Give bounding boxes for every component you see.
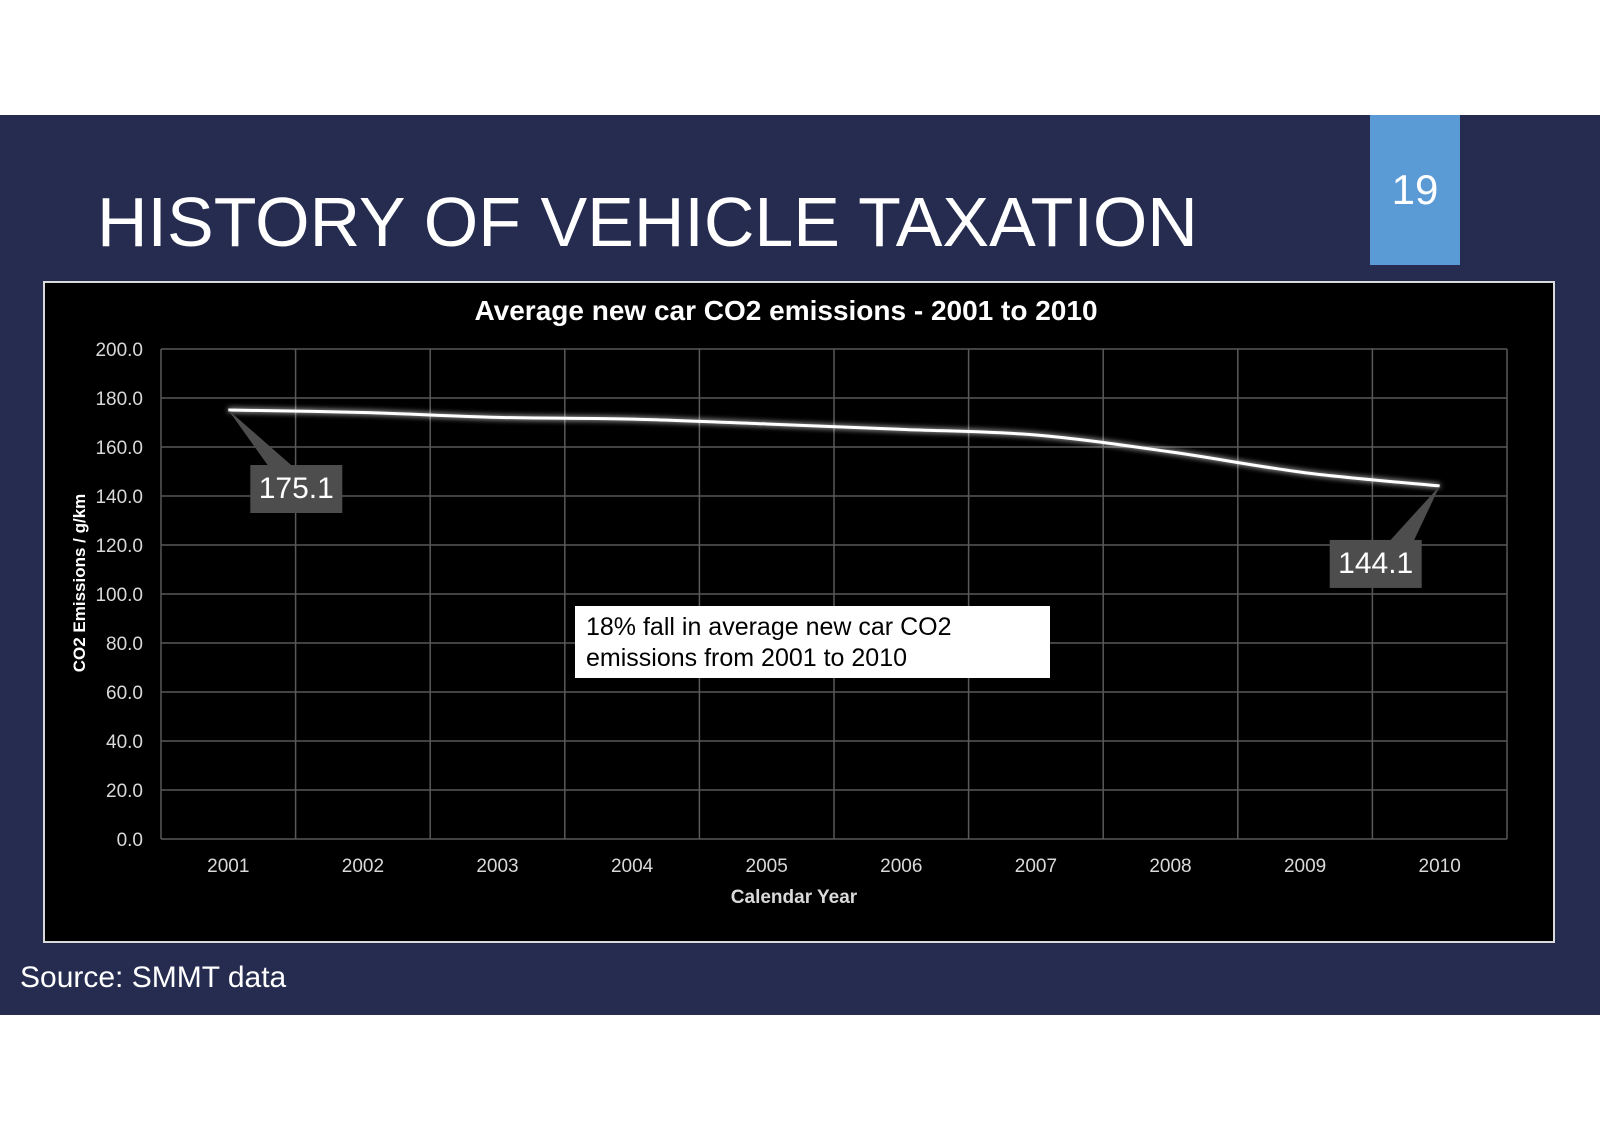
x-axis-ticks: 2001 2002 2003 2004 2005 2006 2007 2008 2009 2010 [207, 856, 1461, 877]
y-tick-label: 120.0 [95, 536, 143, 557]
callout-pointer [1389, 485, 1440, 541]
callout-144.1: 144.1 [1329, 485, 1440, 588]
x-tick-label: 2003 [476, 856, 518, 877]
page-number: 19 [1370, 115, 1460, 265]
chart-frame: Average new car CO2 emissions - 2001 to … [43, 281, 1555, 943]
callout-box [250, 465, 343, 514]
co2-line-chart: Average new car CO2 emissions - 2001 to … [70, 295, 1508, 908]
annotation-line-2: emissions from 2001 to 2010 [586, 644, 907, 672]
y-tick-label: 200.0 [95, 340, 143, 361]
y-tick-label: 40.0 [106, 732, 143, 753]
callout-175.1: 175.1 [228, 410, 343, 514]
y-tick-label: 160.0 [95, 438, 143, 459]
x-tick-label: 2004 [611, 856, 654, 877]
y-tick-label: 100.0 [95, 585, 143, 606]
chart-title: Average new car CO2 emissions - 2001 to … [474, 295, 1097, 326]
x-tick-label: 2009 [1284, 856, 1326, 877]
x-tick-label: 2006 [880, 856, 922, 877]
series-line [228, 408, 1440, 488]
callout-box [1329, 539, 1422, 588]
y-tick-label: 0.0 [117, 830, 143, 851]
source-note: Source: SMMT data [20, 961, 287, 994]
series-path [228, 408, 1440, 488]
y-tick-label: 20.0 [106, 781, 143, 802]
y-axis-ticks: 0.0 20.0 40.0 60.0 80.0 100.0 120.0 140.0 160.0 1… [95, 340, 143, 851]
y-axis-label: CO2 Emissions / g/km [70, 494, 89, 673]
y-tick-label: 140.0 [95, 487, 143, 508]
x-tick-label: 2005 [746, 856, 788, 877]
chart-gridlines [160, 348, 1508, 840]
x-tick-label: 2010 [1419, 856, 1461, 877]
callout-pointer [228, 410, 293, 467]
x-tick-label: 2001 [207, 856, 249, 877]
y-tick-label: 180.0 [95, 389, 143, 410]
data-label: 144.1 [1338, 547, 1413, 580]
slide-title: HISTORY OF VEHICLE TAXATION [97, 183, 1198, 261]
x-axis-label: Calendar Year [731, 887, 858, 908]
data-label: 175.1 [259, 472, 334, 505]
x-tick-label: 2002 [342, 856, 384, 877]
annotation-box: 18% fall in average new car CO2 emission… [575, 606, 1050, 678]
x-tick-label: 2007 [1015, 856, 1057, 877]
data-callouts: 175.1 144.1 [228, 410, 1440, 588]
x-tick-label: 2008 [1149, 856, 1191, 877]
annotation-line-1: 18% fall in average new car CO2 [586, 613, 951, 641]
y-tick-label: 60.0 [106, 683, 143, 704]
y-tick-label: 80.0 [106, 634, 143, 655]
